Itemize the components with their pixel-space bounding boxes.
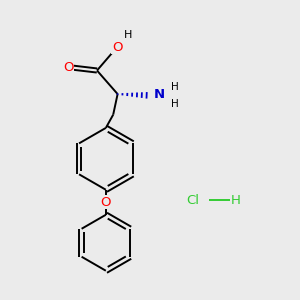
Text: H: H <box>230 194 240 207</box>
Text: H: H <box>124 30 132 40</box>
Text: H: H <box>171 82 178 92</box>
Text: N: N <box>154 88 165 101</box>
Text: H: H <box>171 99 178 109</box>
Text: Cl: Cl <box>186 194 199 207</box>
Text: O: O <box>112 41 123 54</box>
Text: O: O <box>100 196 111 209</box>
Text: O: O <box>63 61 74 74</box>
